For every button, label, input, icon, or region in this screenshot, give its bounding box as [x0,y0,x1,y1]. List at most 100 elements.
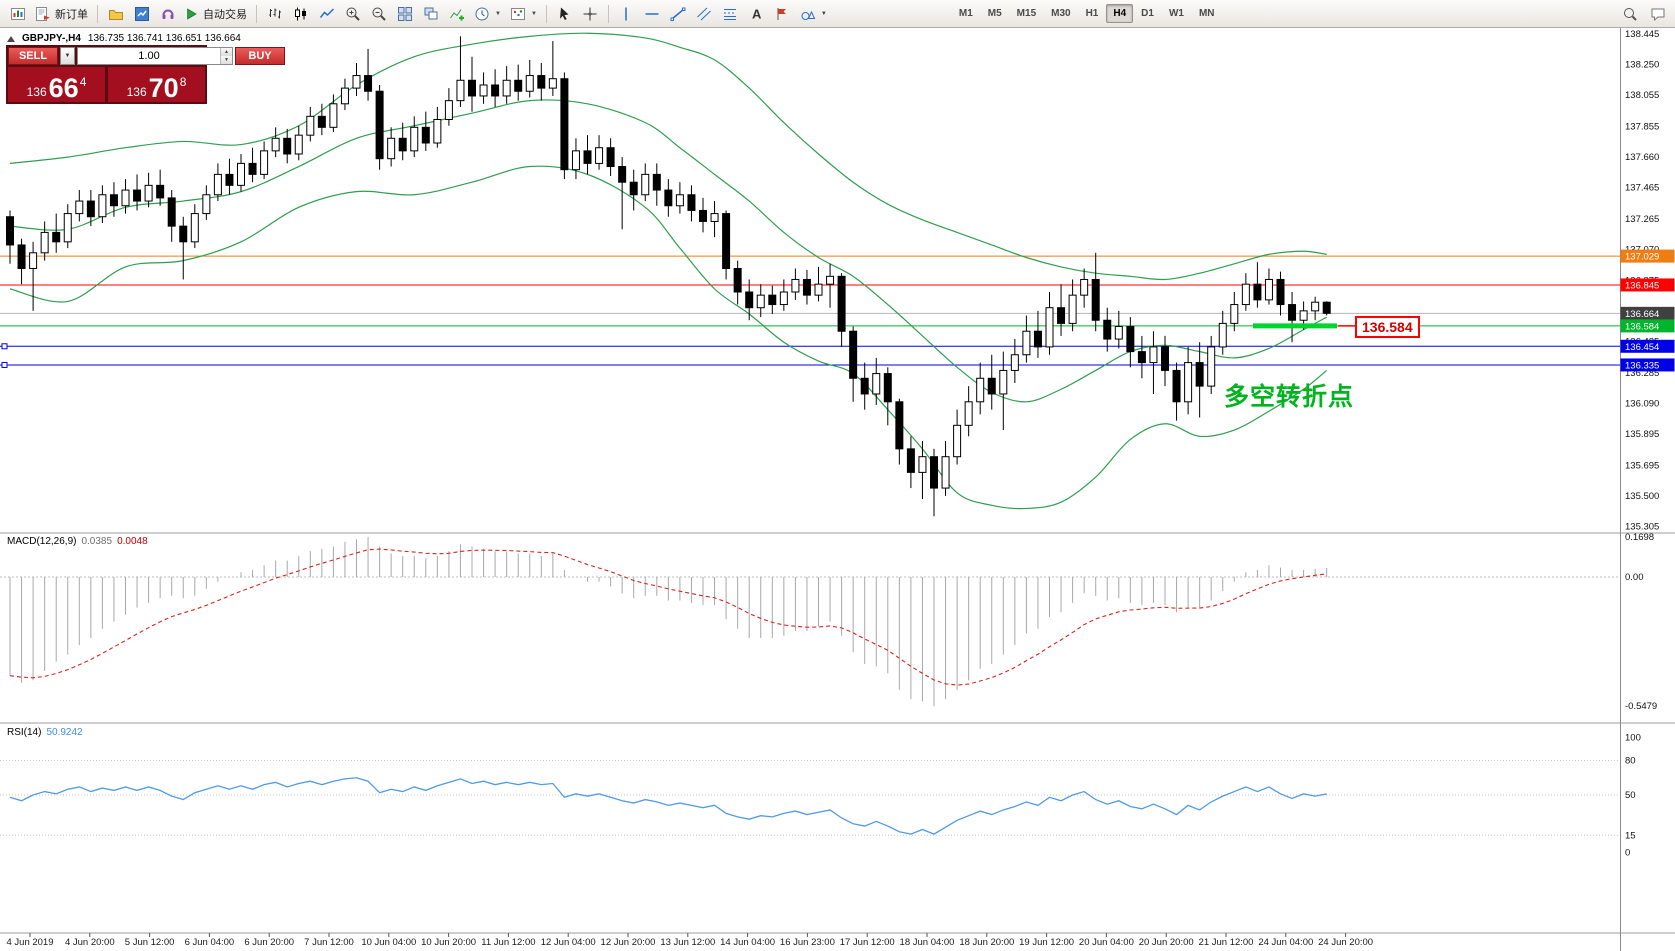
profiles-button[interactable] [103,2,128,25]
bull-candle [826,275,835,285]
bull-candle [306,115,315,136]
time-axis-label: 18 Jun 20:00 [959,937,1014,948]
timeframe-m30-button[interactable]: M30 [1051,8,1071,19]
bull-candle [329,103,338,128]
price-axis-tick: 137.265 [1625,214,1659,225]
indicators-button[interactable] [444,2,469,25]
sell-button[interactable]: SELL [8,47,58,65]
cascade-windows-button[interactable] [418,2,443,25]
rsi-axis-tick: 0 [1625,848,1630,859]
bull-candle [1149,346,1158,364]
ohlc-readout: 136.735 136.741 136.651 136.664 [87,33,241,44]
bear-candle [687,194,696,211]
text-tool-button[interactable]: A [744,2,769,25]
timeframe-m15-button[interactable]: M15 [1016,8,1037,19]
periods-button[interactable]: ▼ [470,2,505,25]
crosshair-icon [583,7,597,20]
bear-candle [987,377,996,395]
templates-icon [510,7,525,20]
bear-candle [1057,307,1066,324]
sell-price-prefix: 136 [26,85,47,99]
timeframe-d1-button[interactable]: D1 [1141,8,1154,19]
support-button[interactable] [155,2,180,25]
order-type-dropdown[interactable]: ▼ [60,47,75,65]
axis-price-label-text: 136.454 [1625,342,1659,353]
fibonacci-tool-button[interactable] [718,2,743,25]
crosshair-button[interactable] [578,2,603,25]
bear-candle [156,184,165,199]
trendline-tool-button[interactable] [666,2,691,25]
market-watch-button[interactable] [129,2,154,25]
shapes-tool-button[interactable]: ▼ [796,2,831,25]
horizontal-line-tool-button[interactable] [640,2,665,25]
bull-candle [63,213,72,243]
axis-price-label-text: 136.584 [1625,321,1659,332]
bull-candle [571,150,580,171]
channel-icon [697,7,712,20]
bull-candle [1241,283,1250,306]
chart-area[interactable]: 138.445 138.250 138.055 137.855 137.660 137.4… [0,28,1675,951]
bull-candle [29,252,38,269]
buy-price-tile[interactable]: 136 70 8 [108,67,205,102]
bear-candle [745,291,754,309]
new-order-button[interactable]: 新订单 [31,2,92,25]
price-axis-tick: 138.445 [1625,29,1659,40]
label-tool-button[interactable] [770,2,795,25]
chart-annotation-text[interactable]: 多空转折点 [1224,383,1355,411]
one-click-toggle-icon[interactable] [7,35,15,42]
templates-button[interactable]: ▼ [506,2,541,25]
channel-tool-button[interactable] [692,2,717,25]
timeframe-w1-button[interactable]: W1 [1168,8,1184,19]
buy-button[interactable]: BUY [235,47,285,65]
line-chart-type-button[interactable] [314,2,339,25]
autotrading-button[interactable]: 自动交易 [181,2,251,25]
sell-price-tile[interactable]: 136 66 4 [8,67,105,102]
bear-candle [537,75,546,89]
bear-candle [930,456,938,489]
bull-candle [75,200,84,215]
candlestick-type-button[interactable] [288,2,313,25]
vertical-line-tool-button[interactable] [614,2,639,25]
bear-candle [6,216,14,246]
toolbar: 新订单 自动交易 ▼ ▼ A ▼ M1 M5 M15 M30 H1 H4 D1 W1 MN [0,0,1675,28]
stepper-down-icon[interactable]: ▼ [221,56,232,64]
time-axis-label: 12 Jun 20:00 [601,937,656,948]
bear-candle [618,166,627,183]
zoom-in-button[interactable] [340,2,365,25]
timeframe-mn-button[interactable]: MN [1198,8,1215,19]
bear-candle [1276,278,1285,306]
bull-candle [779,291,788,306]
bull-candle [1010,354,1019,371]
level-handle[interactable] [1,361,8,368]
bear-candle [398,137,407,152]
zoom-out-button[interactable] [366,2,391,25]
new-chart-button[interactable] [5,2,30,25]
bar-chart-type-button[interactable] [262,2,287,25]
volume-stepper[interactable]: ▲ ▼ [220,48,232,64]
timeframe-m5-button[interactable]: M5 [987,8,1002,19]
volume-input[interactable] [78,48,220,64]
chart-canvas[interactable]: 138.445 138.250 138.055 137.855 137.660 137.4… [0,28,1675,951]
timeframe-h1-button[interactable]: H1 [1085,8,1099,19]
bull-candle [872,373,881,395]
cursor-button[interactable] [552,2,577,25]
indicators-icon [449,8,464,20]
tile-windows-button[interactable] [392,2,417,25]
level-handle[interactable] [1,343,8,350]
chat-button[interactable] [1645,2,1670,25]
bear-candle [1172,369,1181,403]
search-button[interactable] [1617,2,1642,25]
price-axis-tick: 137.660 [1625,152,1659,163]
bull-candle [918,456,927,473]
bear-candle [491,84,500,97]
stepper-up-icon[interactable]: ▲ [221,48,232,56]
bull-candle [1230,304,1239,324]
axis-price-label-text: 136.664 [1625,309,1659,320]
bull-candle [525,75,534,92]
time-axis-label: 24 Jun 20:00 [1318,937,1373,948]
price-callout-label[interactable]: 136.584 [1355,316,1420,338]
bull-candle [976,377,985,403]
bear-candle [837,275,846,332]
timeframe-h4-button[interactable]: H4 [1106,4,1134,23]
timeframe-m1-button[interactable]: M1 [958,8,973,19]
